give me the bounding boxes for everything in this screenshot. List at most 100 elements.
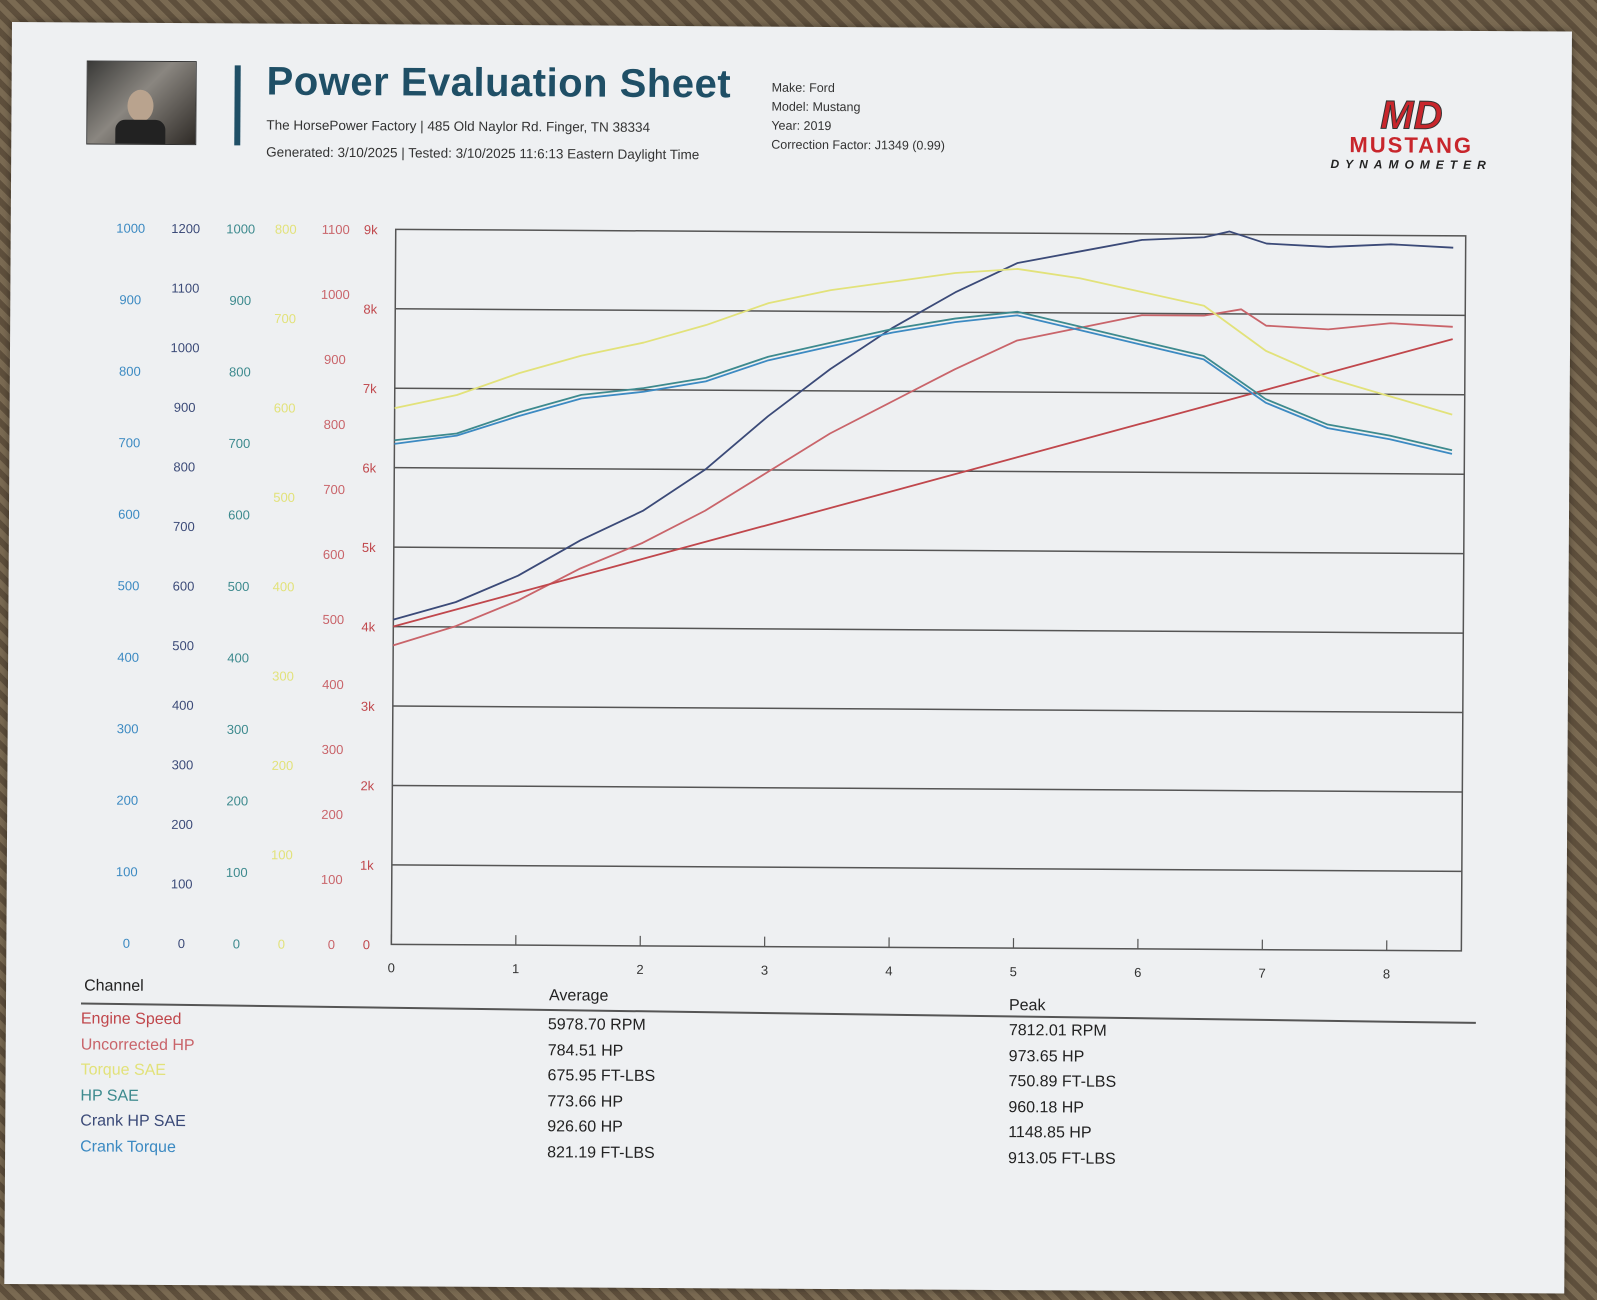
y-tick-label-crank_hp_sae: 200 — [171, 817, 193, 832]
series-line-crank-torque — [394, 314, 1453, 455]
y-tick-label-hp_sae: 1000 — [226, 221, 255, 236]
series-line-uncorrected-hp — [392, 308, 1453, 647]
y-tick-label-engine_speed: 8k — [363, 302, 377, 317]
series-line-hp-sae — [394, 310, 1453, 452]
series-line-engine-speed — [393, 338, 1453, 628]
y-tick-label-crank_hp_sae: 100 — [171, 876, 193, 891]
logo-mark: MD — [1380, 93, 1442, 137]
row-peak: 7812.01 RPM — [1008, 1022, 1107, 1040]
x-tick-label: 6 — [1134, 965, 1141, 980]
row-average: 5978.70 RPM — [547, 1016, 646, 1034]
y-tick-label-hp_sae: 600 — [228, 507, 250, 522]
plot-frame — [390, 228, 1467, 952]
y-tick-label-torque_sae: 800 — [275, 222, 297, 237]
row-channel: Torque SAE — [80, 1061, 167, 1079]
row-channel: HP SAE — [80, 1086, 139, 1105]
y-tick-label-torque_sae: 100 — [271, 847, 293, 862]
y-tick-label-crank_hp_sae: 1100 — [171, 281, 199, 296]
y-tick-label-torque_sae: 0 — [278, 937, 285, 952]
y-tick-label-hp_sae: 100 — [226, 865, 248, 880]
dyno-sheet: Power Evaluation Sheet The HorsePower Fa… — [4, 22, 1572, 1294]
y-tick-label-crank_hp_sae: 700 — [173, 519, 195, 534]
x-tick-label: 1 — [512, 961, 519, 976]
gridline — [395, 308, 1466, 317]
row-average: 821.19 FT-LBS — [547, 1143, 655, 1162]
gridline — [393, 625, 1464, 634]
y-tick-label-hp_sae: 500 — [228, 579, 250, 594]
y-tick-label-uncorrected_hp: 300 — [322, 742, 344, 757]
y-tick-label-crank_hp_sae: 800 — [173, 459, 195, 474]
gridline — [392, 705, 1463, 714]
x-tick-label: 3 — [761, 963, 768, 978]
x-tick-label: 7 — [1258, 966, 1265, 981]
y-tick-label-torque_sae: 300 — [272, 668, 294, 683]
x-tick-label: 5 — [1010, 964, 1017, 979]
y-tick-label-crank_torque: 500 — [118, 578, 140, 593]
row-peak: 973.65 HP — [1008, 1047, 1085, 1066]
x-tick-label: 0 — [388, 960, 395, 975]
y-tick-label-crank_hp_sae: 600 — [173, 578, 195, 593]
y-tick-label-torque_sae: 700 — [274, 311, 296, 326]
y-tick-label-uncorrected_hp: 600 — [323, 547, 345, 562]
y-tick-label-crank_torque: 600 — [118, 507, 140, 522]
y-tick-label-uncorrected_hp: 900 — [324, 352, 346, 367]
series-line-crank-hp-sae — [393, 230, 1454, 621]
y-tick-label-engine_speed: 2k — [360, 778, 374, 793]
y-tick-label-engine_speed: 1k — [360, 858, 374, 873]
x-tick-label: 4 — [885, 963, 892, 978]
y-tick-label-hp_sae: 900 — [229, 293, 251, 308]
y-tick-label-engine_speed: 7k — [363, 381, 377, 396]
row-average: 773.66 HP — [547, 1092, 624, 1111]
logo-name: MUSTANG — [1349, 132, 1473, 158]
y-tick-label-crank_hp_sae: 0 — [178, 936, 185, 951]
row-average: 784.51 HP — [547, 1041, 624, 1060]
dyno-chart: 0 1 2 3 4 5 6 7 8 0 100 200 300 400 500 600 700 800 900 100… — [116, 221, 1467, 981]
mustang-dynamometer-logo: MD MUSTANG DYNAMOMETER — [1330, 93, 1491, 172]
y-tick-label-crank_hp_sae: 1000 — [171, 340, 200, 355]
y-tick-label-engine_speed: 3k — [361, 699, 375, 714]
gridline — [392, 784, 1463, 793]
y-tick-label-uncorrected_hp: 800 — [324, 417, 346, 432]
row-average: 675.95 FT-LBS — [547, 1067, 656, 1085]
gridline — [394, 387, 1465, 396]
row-peak: 913.05 FT-LBS — [1008, 1149, 1116, 1168]
y-tick-label-crank_torque: 900 — [119, 292, 141, 307]
y-tick-label-torque_sae: 200 — [272, 758, 294, 773]
y-tick-label-hp_sae: 200 — [226, 793, 248, 808]
y-tick-label-crank_hp_sae: 500 — [172, 638, 194, 653]
y-tick-label-crank_hp_sae: 1200 — [171, 221, 200, 236]
row-peak: 750.89 FT-LBS — [1008, 1073, 1117, 1091]
y-tick-label-hp_sae: 800 — [229, 364, 251, 379]
y-tick-label-hp_sae: 400 — [227, 650, 249, 665]
row-peak: 1148.85 HP — [1008, 1124, 1092, 1142]
y-tick-label-crank_torque: 1000 — [116, 221, 145, 236]
y-tick-label-crank_torque: 300 — [117, 721, 139, 736]
y-tick-label-crank_torque: 100 — [116, 864, 138, 879]
logo-sub: DYNAMOMETER — [1330, 157, 1491, 172]
y-tick-label-engine_speed: 4k — [361, 619, 375, 634]
row-average: 926.60 HP — [547, 1118, 623, 1136]
y-tick-label-hp_sae: 0 — [233, 936, 240, 951]
y-tick-label-crank_torque: 400 — [117, 650, 139, 665]
y-tick-label-uncorrected_hp: 100 — [321, 872, 343, 887]
y-tick-label-crank_torque: 0 — [123, 936, 130, 951]
y-tick-label-uncorrected_hp: 700 — [323, 482, 345, 497]
x-tick-label: 8 — [1383, 966, 1390, 981]
row-channel: Crank HP SAE — [80, 1112, 186, 1131]
row-peak: 960.18 HP — [1008, 1098, 1085, 1117]
row-channel: Engine Speed — [80, 1010, 182, 1029]
y-tick-label-uncorrected_hp: 0 — [328, 937, 335, 952]
y-tick-label-crank_torque: 700 — [119, 435, 141, 450]
y-tick-label-uncorrected_hp: 200 — [321, 807, 343, 822]
y-tick-label-uncorrected_hp: 500 — [322, 612, 344, 627]
gridline — [393, 546, 1464, 555]
y-tick-label-torque_sae: 500 — [273, 490, 295, 505]
y-tick-label-engine_speed: 5k — [362, 540, 376, 555]
y-tick-label-engine_speed: 6k — [362, 460, 376, 475]
y-tick-label-crank_torque: 200 — [116, 793, 138, 808]
y-tick-label-crank_hp_sae: 300 — [172, 757, 194, 772]
row-channel: Crank Torque — [80, 1137, 176, 1156]
gridline — [391, 864, 1462, 873]
y-tick-label-crank_hp_sae: 400 — [172, 698, 194, 713]
y-tick-label-uncorrected_hp: 1000 — [321, 287, 350, 302]
